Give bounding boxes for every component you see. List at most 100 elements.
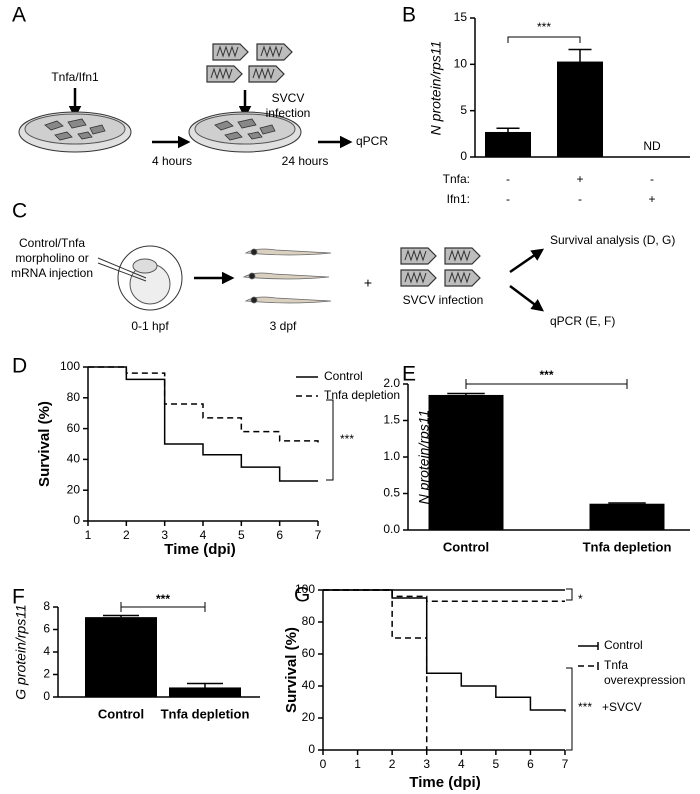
- y-tick-label: 0: [43, 689, 50, 703]
- y-axis-label: N protein/rps11: [416, 410, 432, 505]
- y-tick-label: 1.5: [383, 413, 400, 427]
- significance-bracket: [326, 399, 334, 481]
- y-tick-label: 5: [460, 103, 467, 117]
- x-tick-label: Tnfa depletion: [161, 706, 250, 721]
- y-tick-label: 20: [67, 482, 81, 496]
- error-bar: [608, 502, 646, 504]
- condition-label: Ifn1:: [447, 192, 470, 206]
- bar: [589, 503, 665, 530]
- x-tick-label: 2: [389, 757, 396, 771]
- diagram-text: 0-1 hpf: [131, 319, 169, 333]
- x-tick-label: Control: [443, 539, 489, 554]
- y-tick-label: 0.5: [383, 486, 400, 500]
- y-tick-label: 100: [60, 359, 80, 373]
- bar: [557, 61, 603, 158]
- needle: [97, 262, 147, 282]
- virus-icon: [401, 270, 436, 286]
- y-tick-label: 10: [454, 57, 468, 71]
- annotation: +SVCV: [602, 700, 642, 714]
- condition-value: +: [648, 192, 655, 206]
- significance-bracket: [120, 602, 206, 612]
- arrow: [509, 248, 545, 274]
- diagram-text: qPCR (E, F): [550, 314, 615, 328]
- x-tick-label: 3: [161, 528, 168, 542]
- legend-label: Control: [324, 369, 363, 383]
- significance-bracket: [465, 379, 628, 389]
- panel-label: A: [12, 4, 26, 27]
- x-tick-label: 1: [354, 757, 361, 771]
- condition-value: -: [506, 192, 510, 206]
- y-tick-label: 1.0: [383, 449, 400, 463]
- y-tick-label: 100: [295, 582, 315, 596]
- x-tick-label: 0: [320, 757, 327, 771]
- larvae: [242, 248, 332, 304]
- x-tick-label: Control: [98, 706, 144, 721]
- x-axis-label: Time (dpi): [164, 541, 235, 558]
- y-tick-label: 60: [302, 646, 316, 660]
- panel-label: F: [12, 586, 25, 609]
- virus-icon: [445, 270, 480, 286]
- y-axis-label: Survival (%): [36, 401, 53, 487]
- significance-bracket: [566, 588, 573, 601]
- petri-dish: [188, 111, 302, 153]
- diagram-text: 3 dpf: [270, 319, 297, 333]
- significance-bracket: [566, 667, 573, 751]
- error-bar: [496, 127, 520, 132]
- needle: [97, 257, 147, 279]
- bar: [85, 617, 157, 697]
- x-tick-label: 5: [493, 757, 500, 771]
- series-line: [323, 589, 428, 750]
- significance-label: ***: [539, 368, 553, 382]
- y-tick-label: 0: [73, 513, 80, 527]
- condition-value: -: [578, 192, 582, 206]
- diagram-text: SVCV infection: [265, 91, 311, 120]
- x-tick-label: 7: [315, 528, 322, 542]
- bar: [169, 687, 241, 697]
- virus-icon: [213, 44, 248, 60]
- virus-icon: [249, 66, 284, 82]
- y-axis-label: G protein/rps11: [13, 604, 29, 699]
- virus-icon: [445, 248, 480, 264]
- series-line: [323, 589, 565, 602]
- x-tick-label: 4: [458, 757, 465, 771]
- condition-value: -: [650, 172, 654, 186]
- diagram-text: 4 hours: [152, 154, 192, 168]
- y-tick-label: 2.0: [383, 376, 400, 390]
- petri-dish: [18, 111, 132, 153]
- diagram-text: +: [364, 275, 372, 291]
- error-bar: [103, 614, 139, 618]
- y-tick-label: 15: [454, 10, 468, 24]
- x-tick-label: 6: [527, 757, 534, 771]
- significance-label: ***: [340, 432, 354, 446]
- series-line: [88, 366, 318, 482]
- y-tick-label: 8: [43, 599, 50, 613]
- y-tick-label: 80: [302, 614, 316, 628]
- y-tick-label: 40: [67, 452, 81, 466]
- y-tick-label: 80: [67, 390, 81, 404]
- condition-label: Tnfa:: [443, 172, 470, 186]
- diagram-text: Control/Tnfa morpholino or mRNA injectio…: [10, 236, 94, 280]
- significance-label: ***: [537, 20, 551, 34]
- legend-label: Tnfa overexpression: [604, 658, 686, 687]
- diagram-text: Survival analysis (D, G): [550, 233, 675, 247]
- error-bar: [187, 682, 223, 688]
- y-axis-label: N protein/rps11: [428, 41, 444, 136]
- legend-label: Tnfa depletion: [324, 388, 400, 402]
- annotation: ND: [643, 139, 661, 153]
- diagram-text: Tnfa/Ifn1: [51, 70, 99, 84]
- panel-label: B: [402, 4, 416, 27]
- y-tick-label: 2: [43, 667, 50, 681]
- x-tick-label: 6: [276, 528, 283, 542]
- x-tick-label: 3: [423, 757, 430, 771]
- significance-label: ***: [156, 592, 170, 606]
- virus-icon: [401, 248, 436, 264]
- y-tick-label: 6: [43, 622, 50, 636]
- series-line: [323, 589, 566, 712]
- y-tick-label: 0: [308, 742, 315, 756]
- panel-label: G: [294, 584, 310, 607]
- significance-bracket: [507, 36, 581, 43]
- panel-label: C: [12, 200, 27, 223]
- virus-icon: [207, 66, 242, 82]
